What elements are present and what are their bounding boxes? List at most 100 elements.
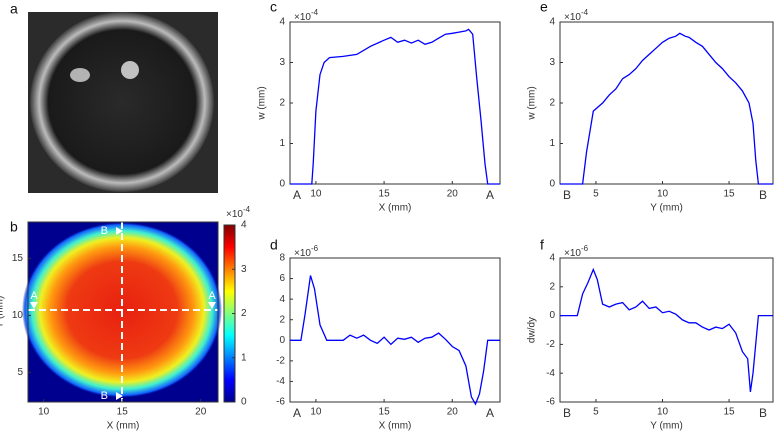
y-tick-label: 3 <box>279 57 285 68</box>
panel-label: c <box>270 0 277 15</box>
y-tick-label: -2 <box>276 355 285 366</box>
y-tick-label: 0 <box>279 179 285 190</box>
y-tick-label: -2 <box>546 339 555 350</box>
y-tick-label: 2 <box>279 314 285 325</box>
y-tick-label: 4 <box>279 17 285 28</box>
plot-frame <box>289 257 501 403</box>
x-axis-label: X (mm) <box>107 421 140 432</box>
plot-frame <box>559 257 774 403</box>
colorbar-tick-label: 1 <box>241 352 247 363</box>
y-tick-label: 4 <box>549 17 555 28</box>
heatmap-image <box>22 222 235 402</box>
cut-marker-label: B <box>101 390 108 402</box>
x-tick-label: 20 <box>447 189 459 200</box>
multiplier-base: ×10 <box>564 12 581 23</box>
data-line <box>560 267 773 392</box>
x-axis-label: Y (mm) <box>650 421 683 432</box>
data-line <box>290 275 500 406</box>
cut-marker-label: A <box>30 290 38 302</box>
multiplier-base: ×10 <box>226 209 243 220</box>
y-tick-label: 2 <box>549 281 555 292</box>
y-tick-label: 5 <box>17 367 23 378</box>
y-tick-label: 2 <box>549 98 555 109</box>
x-tick-label: 5 <box>593 407 599 418</box>
cut-marker-label: A <box>208 290 216 302</box>
x-tick-label: 5 <box>593 189 599 200</box>
end-label: A <box>293 406 301 420</box>
y-tick-label: 0 <box>549 310 555 321</box>
x-axis-label: X (mm) <box>379 203 412 214</box>
y-tick-label: -4 <box>546 368 555 379</box>
data-line <box>290 28 500 185</box>
colorbar-tick-label: 0 <box>241 397 247 408</box>
y-axis-label: w (mm) <box>527 86 538 120</box>
y-tick-label: 4 <box>279 294 285 305</box>
x-tick-label: 10 <box>38 407 50 418</box>
y-tick-label: -4 <box>276 376 285 387</box>
multiplier-base: ×10 <box>294 12 311 23</box>
x-tick-label: 15 <box>379 407 391 418</box>
y-tick-label: -6 <box>276 397 285 408</box>
axis-multiplier: ×10-6 <box>294 244 319 259</box>
x-axis-label: Y (mm) <box>650 203 683 214</box>
y-tick-label: 6 <box>279 273 285 284</box>
panel-label: e <box>540 0 548 15</box>
colorbar-tick-label: 4 <box>241 220 247 231</box>
multiplier-power: -6 <box>581 244 589 253</box>
x-tick-label: 10 <box>657 407 669 418</box>
axis-multiplier: ×10-6 <box>564 244 589 259</box>
y-tick-label: 4 <box>549 253 555 264</box>
panel-label: d <box>270 237 278 253</box>
end-label: A <box>486 406 494 420</box>
multiplier-power: -4 <box>311 8 319 17</box>
panel-label: f <box>540 237 544 253</box>
x-tick-label: 15 <box>724 189 736 200</box>
x-tick-label: 15 <box>117 407 129 418</box>
axis-multiplier: ×10-4 <box>294 8 319 23</box>
photo <box>28 12 218 193</box>
plot-frame <box>289 21 501 185</box>
y-tick-label: 0 <box>279 335 285 346</box>
data-line <box>560 32 773 185</box>
y-tick-label: 1 <box>279 138 285 149</box>
multiplier-power: -4 <box>581 8 589 17</box>
colorbar-tick-label: 2 <box>241 308 247 319</box>
y-axis-label: dw/dy <box>527 317 538 343</box>
end-label: A <box>293 188 301 202</box>
y-tick-label: 8 <box>279 253 285 264</box>
y-axis-label: Y (mm) <box>0 296 6 329</box>
panel-label: a <box>10 1 18 17</box>
y-tick-label: -6 <box>546 397 555 408</box>
x-tick-label: 10 <box>657 189 669 200</box>
x-tick-label: 20 <box>195 407 207 418</box>
end-label: A <box>486 188 494 202</box>
x-tick-label: 20 <box>447 407 459 418</box>
x-axis-label: X (mm) <box>379 421 412 432</box>
end-label: B <box>759 406 767 420</box>
x-tick-label: 10 <box>310 189 322 200</box>
x-tick-label: 15 <box>724 407 736 418</box>
plot-frame <box>559 21 774 185</box>
y-axis-label: w (mm) <box>257 86 268 120</box>
y-tick-label: 10 <box>12 310 24 321</box>
y-tick-label: 1 <box>549 138 555 149</box>
end-label: B <box>759 188 767 202</box>
plot-frame <box>27 221 219 403</box>
multiplier-base: ×10 <box>294 248 311 259</box>
panel-label: b <box>10 219 18 235</box>
x-tick-label: 15 <box>379 189 391 200</box>
y-tick-label: 15 <box>12 253 24 264</box>
y-tick-label: 3 <box>549 57 555 68</box>
x-tick-label: 10 <box>310 407 322 418</box>
colorbar-tick-label: 3 <box>241 264 247 275</box>
cut-marker-label: B <box>101 225 108 237</box>
multiplier-power: -6 <box>311 244 319 253</box>
end-label: B <box>563 406 571 420</box>
multiplier-base: ×10 <box>564 248 581 259</box>
multiplier-power: -4 <box>243 205 251 214</box>
y-tick-label: 2 <box>279 98 285 109</box>
axis-multiplier: ×10-4 <box>226 205 251 220</box>
end-label: B <box>563 188 571 202</box>
y-tick-label: 0 <box>549 179 555 190</box>
